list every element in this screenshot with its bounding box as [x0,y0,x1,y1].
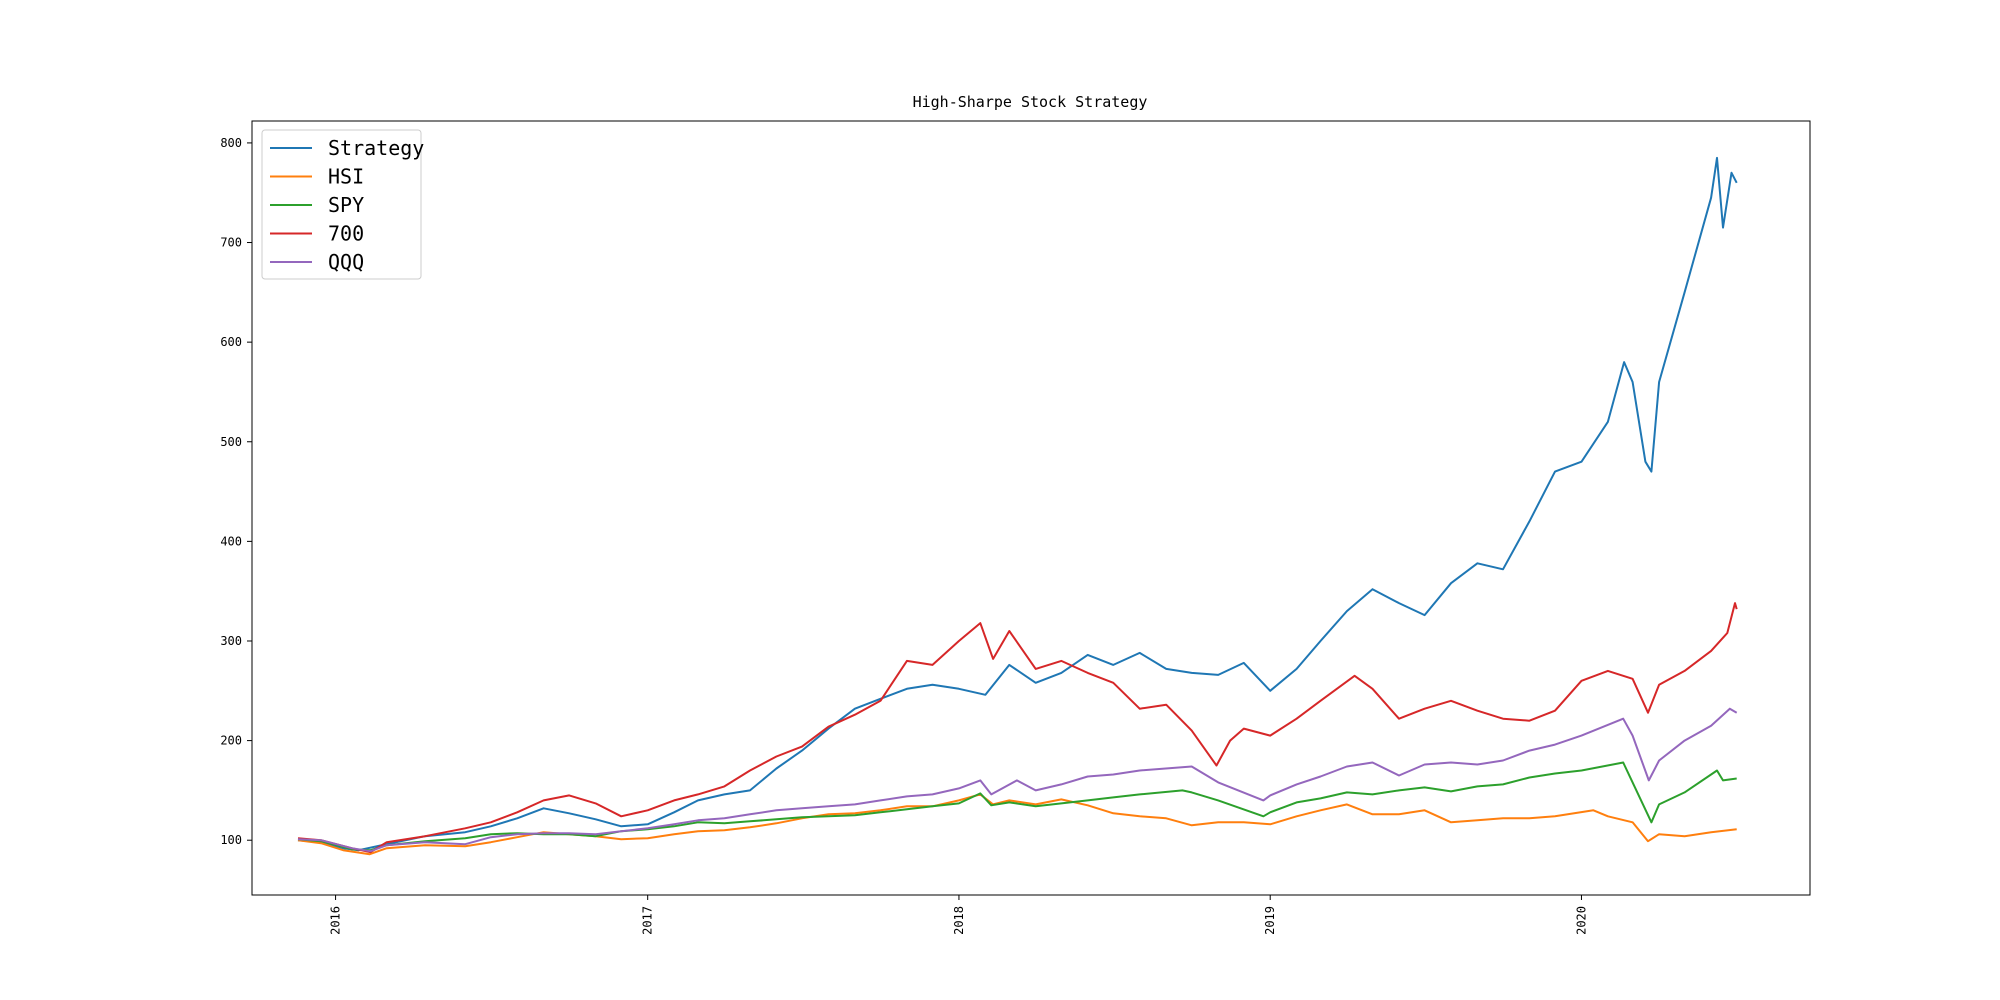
y-tick-label: 800 [220,136,242,150]
plot-frame [251,120,1811,896]
legend: Strategy HSI SPY 700 QQQ [261,129,424,280]
y-tick-label: 600 [220,335,242,349]
x-tick-label: 2016 [329,906,343,935]
x-tick-label: 2017 [641,906,655,935]
y-tick-label: 700 [220,236,242,250]
x-tick-label: 2018 [952,906,966,935]
y-tick-label: 500 [220,435,242,449]
y-tick-label: 400 [220,534,242,548]
y-tick-label: 100 [220,833,242,847]
y-tick-label: 200 [220,734,242,748]
series-layer [297,156,1738,856]
series-line-qqq [297,707,1738,853]
x-tick-label: 2019 [1263,906,1277,935]
legend-label: Strategy [328,136,424,160]
y-tick-label: 300 [220,634,242,648]
x-axis: 2016 2017 2018 2019 2020 [329,895,1589,935]
legend-label: 700 [328,222,364,246]
legend-label: QQQ [328,250,364,274]
y-axis: 100 200 300 400 500 600 700 800 [220,136,252,847]
legend-box [261,129,422,280]
series-line-700 [297,602,1738,854]
x-tick-label: 2020 [1575,906,1589,935]
series-line-strategy [297,156,1738,852]
chart-title: High-Sharpe Stock Strategy [913,93,1148,111]
legend-label: SPY [328,193,364,217]
legend-label: HSI [328,165,364,189]
